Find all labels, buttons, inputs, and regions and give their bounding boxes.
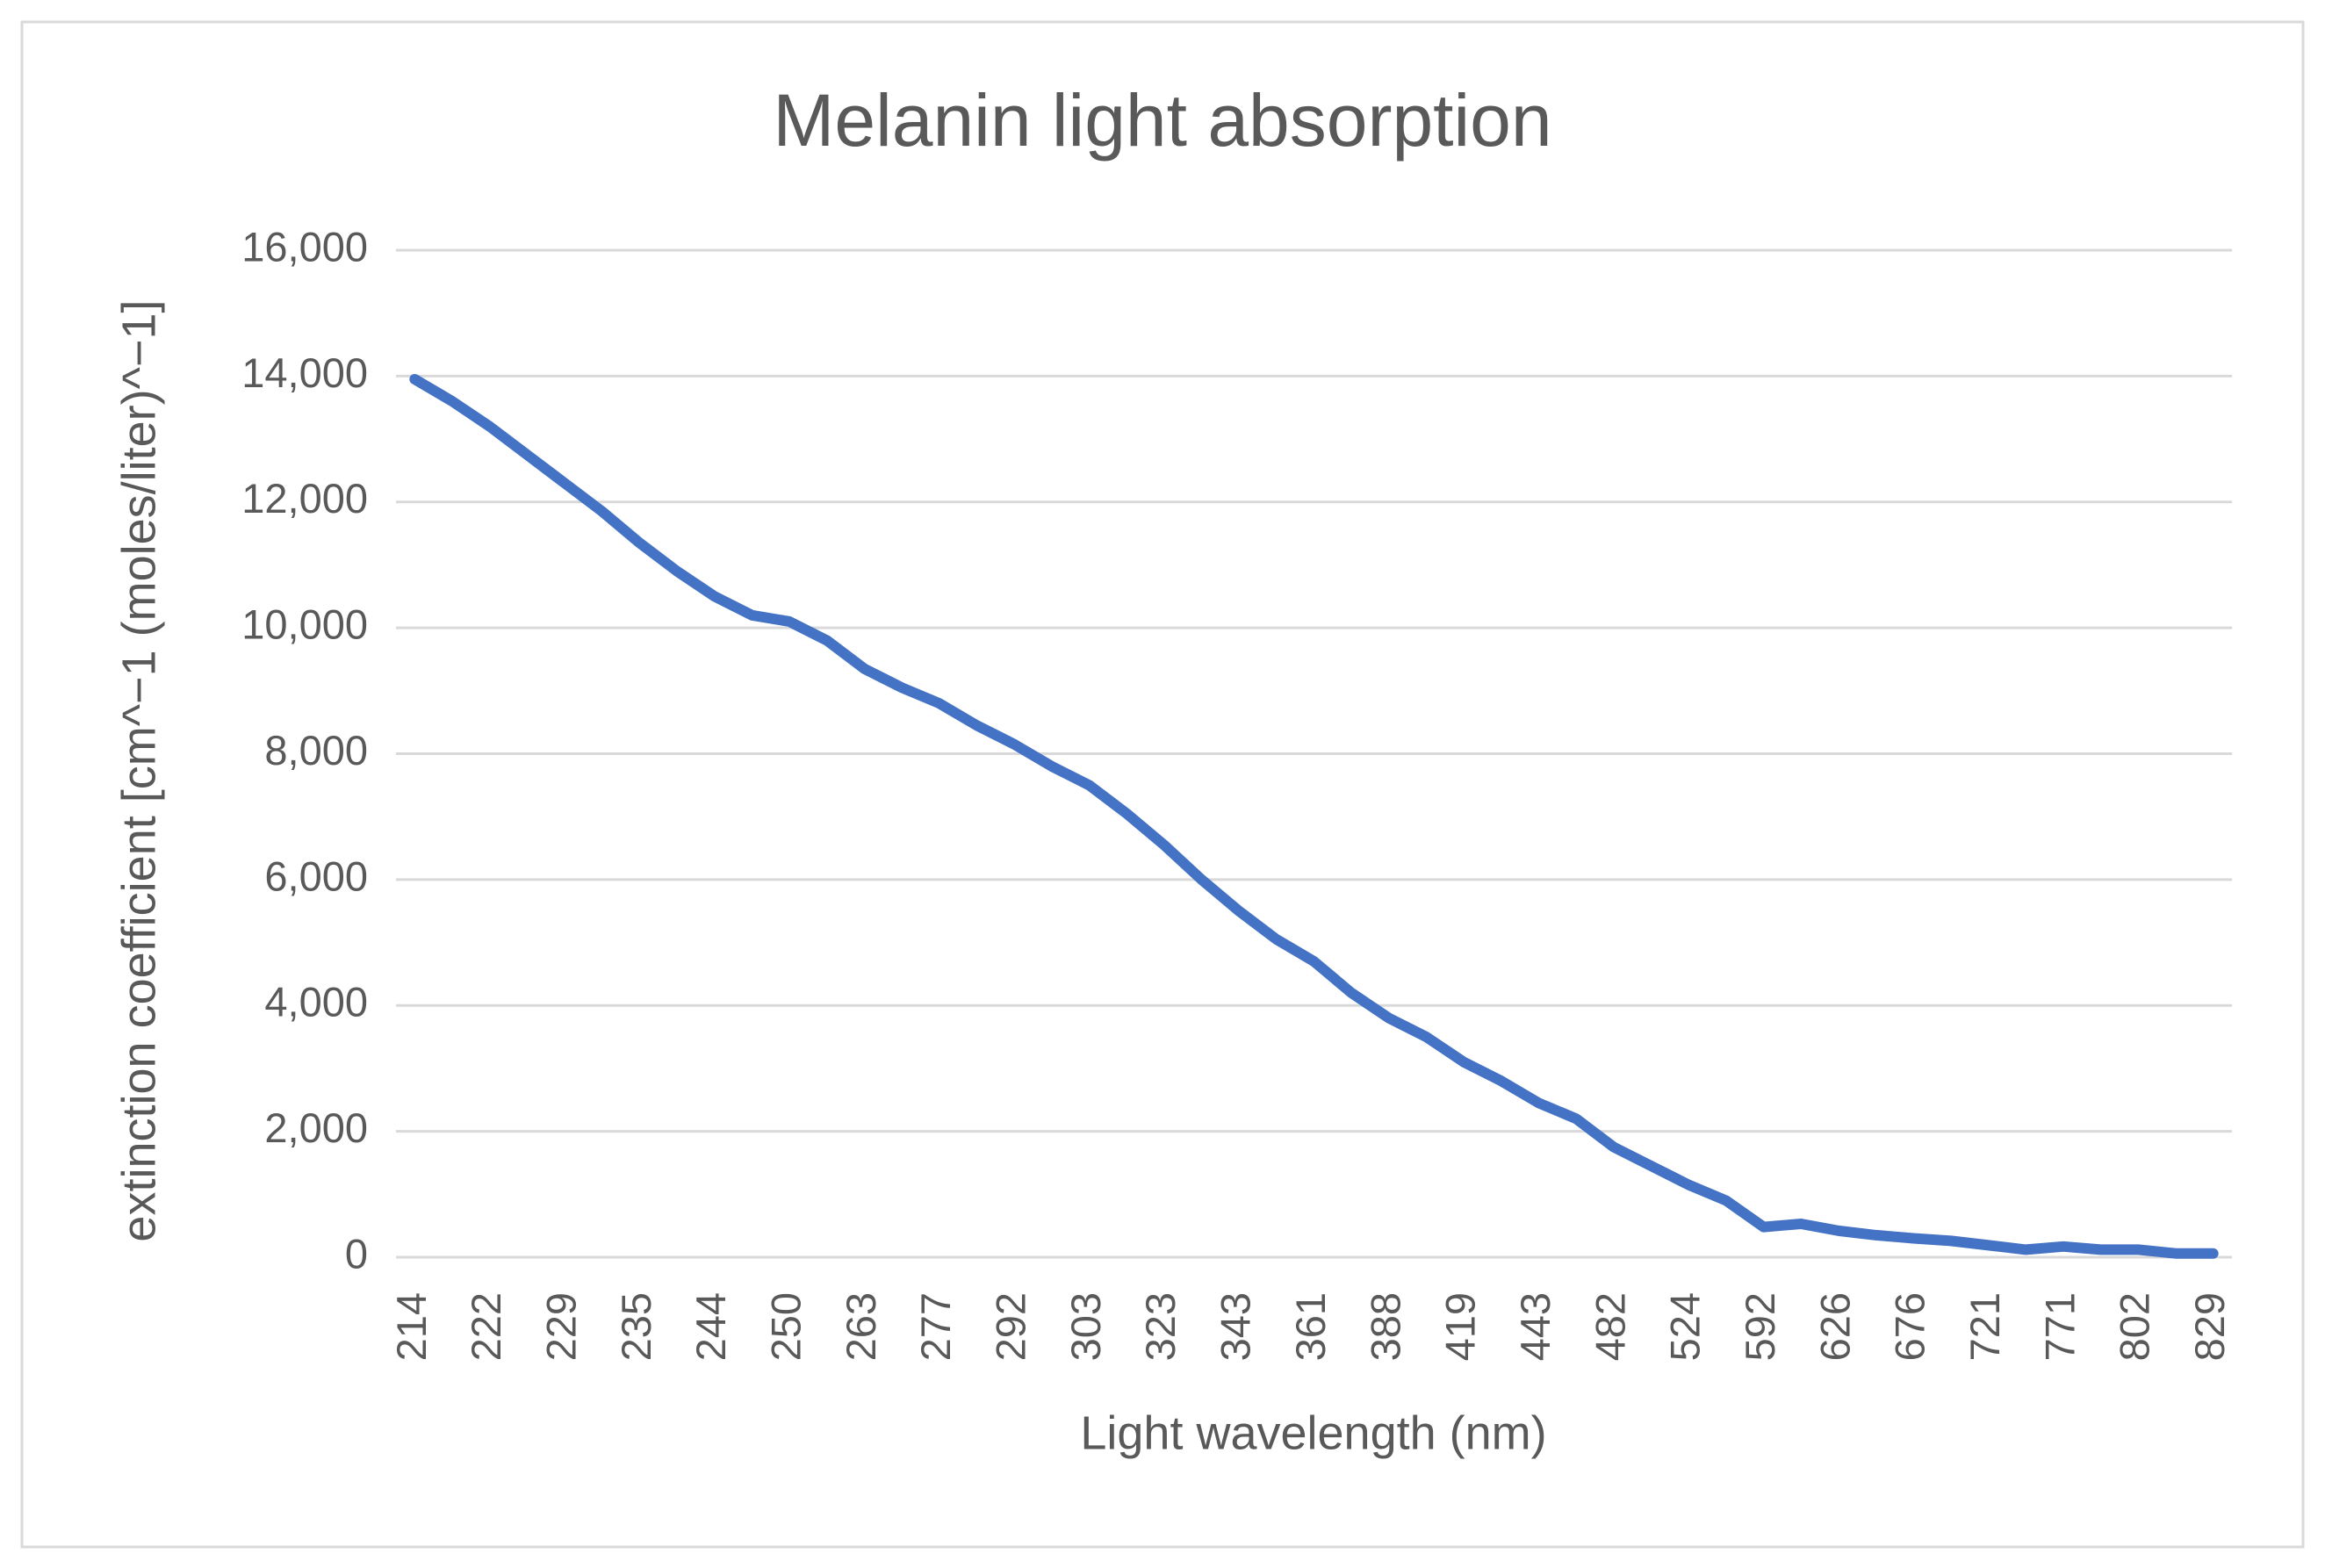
chart-border: [20, 20, 2305, 1549]
x-tick-label: 592: [1737, 1292, 1783, 1361]
x-tick-label: 244: [687, 1292, 734, 1361]
x-tick-label: 343: [1213, 1292, 1259, 1361]
y-tick-label: 0: [345, 1230, 368, 1277]
x-tick-label: 388: [1362, 1292, 1408, 1361]
x-tick-label: 277: [912, 1292, 959, 1361]
x-tick-label: 361: [1287, 1292, 1334, 1361]
x-tick-label: 419: [1437, 1292, 1484, 1361]
y-tick-label: 2,000: [264, 1104, 368, 1151]
x-tick-label: 482: [1587, 1292, 1633, 1361]
x-tick-label: 721: [1961, 1292, 2008, 1361]
x-tick-label: 626: [1811, 1292, 1858, 1361]
data-line: [409, 373, 2219, 1259]
x-tick-label: 524: [1662, 1292, 1709, 1361]
y-tick-label: 8,000: [264, 727, 368, 773]
y-tick-label: 16,000: [241, 223, 368, 270]
y-tick-label: 12,000: [241, 475, 368, 521]
x-tick-label: 802: [2112, 1292, 2158, 1361]
x-tick-label: 235: [613, 1292, 659, 1361]
y-tick-label: 14,000: [241, 349, 368, 396]
y-tick-label: 10,000: [241, 601, 368, 648]
x-tick-label: 229: [537, 1292, 584, 1361]
x-tick-label: 771: [2036, 1292, 2083, 1361]
x-tick-label: 676: [1887, 1292, 1933, 1361]
x-tick-label: 292: [988, 1292, 1034, 1361]
x-tick-label: 303: [1062, 1292, 1109, 1361]
x-tick-label: 443: [1512, 1292, 1558, 1361]
x-tick-label: 222: [463, 1292, 509, 1361]
x-tick-label: 829: [2186, 1292, 2233, 1361]
y-tick-label: 6,000: [264, 852, 368, 899]
x-tick-label: 323: [1137, 1292, 1184, 1361]
chart-title: Melanin light absorption: [773, 79, 1551, 162]
x-tick-label: 250: [762, 1292, 809, 1361]
x-tick-label: 263: [838, 1292, 884, 1361]
x-tick-label: 214: [388, 1292, 435, 1361]
x-axis-label: Light wavelength (nm): [1080, 1406, 1546, 1459]
y-axis-label: extinction coefficient [cm^−1 (moles/lit…: [112, 299, 165, 1241]
y-tick-label: 4,000: [264, 979, 368, 1025]
